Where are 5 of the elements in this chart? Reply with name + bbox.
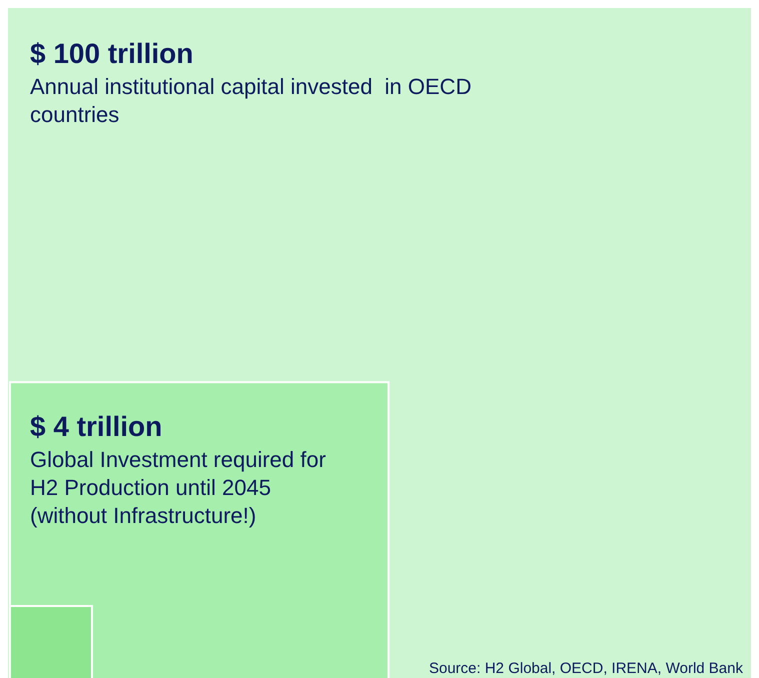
- category-label: Annual institutional capital invested in OECD countries: [30, 74, 472, 127]
- data-label: $ 4 trillion: [30, 411, 162, 442]
- category-label: Global Investment required for H2 Production until 2045 (without Infrastructure!): [30, 447, 326, 528]
- data-label: $ 100 trillion: [30, 38, 194, 69]
- source-note: Source: H2 Global, OECD, IRENA, World Bank: [428, 660, 744, 677]
